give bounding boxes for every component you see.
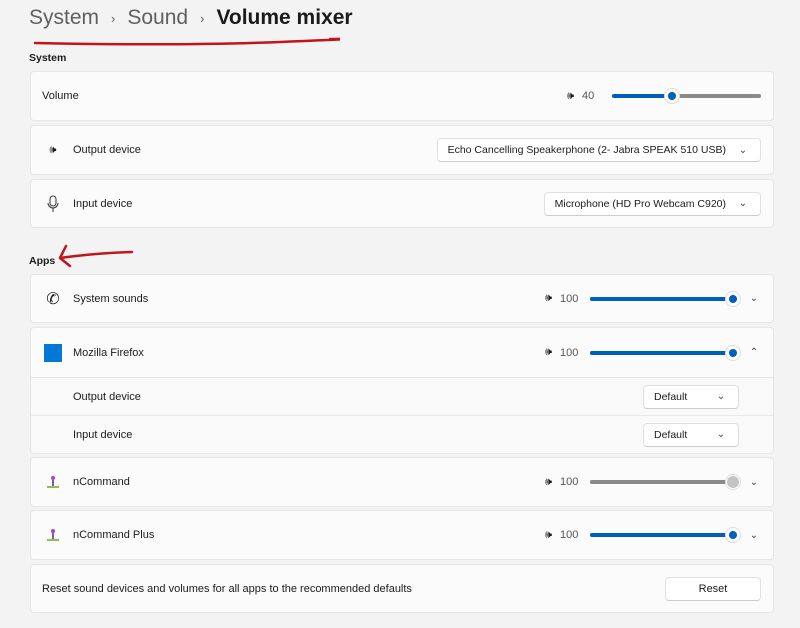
section-system: System xyxy=(29,52,67,64)
app-volume-value: 100 xyxy=(560,346,579,359)
chevron-down-icon[interactable]: ⌄ xyxy=(749,293,759,304)
chevron-right-icon: › xyxy=(111,10,116,26)
phone-icon: ✆ xyxy=(46,290,60,308)
input-device-label: Input device xyxy=(73,197,133,210)
speaker-icon[interactable]: 🕪 xyxy=(545,346,552,358)
microphone-icon xyxy=(43,194,63,214)
app-volume-slider[interactable] xyxy=(590,527,741,543)
firefox-output-value: Default xyxy=(654,390,688,403)
chevron-up-icon[interactable]: ⌃ xyxy=(749,347,759,358)
app-row-system-sounds[interactable]: ✆ System sounds 🕪 100 ⌄ xyxy=(30,274,774,323)
reset-button[interactable]: Reset xyxy=(665,576,761,601)
firefox-input-label: Input device xyxy=(73,428,133,441)
chevron-right-icon: › xyxy=(200,10,205,26)
firefox-output-dropdown[interactable]: Default ⌄ xyxy=(643,384,739,409)
chevron-down-icon: ⌄ xyxy=(716,429,726,440)
speaker-icon: 🕪 xyxy=(49,143,57,156)
volume-value: 40 xyxy=(582,90,595,102)
section-apps: Apps xyxy=(29,255,56,267)
app-row-firefox[interactable]: Mozilla Firefox 🕪 100 ⌃ xyxy=(30,327,774,378)
input-device-dropdown[interactable]: Microphone (HD Pro Webcam C920) ⌄ xyxy=(543,191,761,216)
app-row-ncommand-plus[interactable]: nCommand Plus 🕪 100 ⌄ xyxy=(30,510,774,560)
chevron-down-icon: ⌄ xyxy=(738,198,748,209)
breadcrumb: System › Sound › Volume mixer xyxy=(29,6,353,30)
volume-slider[interactable] xyxy=(612,88,761,104)
app-name: nCommand xyxy=(73,476,130,488)
firefox-app-icon xyxy=(43,343,63,363)
firefox-input-value: Default xyxy=(654,428,688,441)
app-name: nCommand Plus xyxy=(73,529,155,541)
app-volume-slider-disabled xyxy=(590,474,741,490)
firefox-input-row: Input device Default ⌄ xyxy=(30,416,774,454)
app-name: Mozilla Firefox xyxy=(73,346,144,359)
speaker-icon[interactable]: 🕪 xyxy=(545,528,552,541)
firefox-output-label: Output device xyxy=(73,390,141,403)
output-device-dropdown[interactable]: Echo Cancelling Speakerphone (2- Jabra S… xyxy=(436,138,761,162)
speaker-icon[interactable]: 🕪 xyxy=(567,89,574,102)
app-volume-slider[interactable] xyxy=(590,290,741,307)
chevron-down-icon: ⌄ xyxy=(716,391,726,402)
app-volume-value: 100 xyxy=(560,292,579,305)
input-device-value: Microphone (HD Pro Webcam C920) xyxy=(554,197,726,210)
firefox-output-row: Output device Default ⌄ xyxy=(30,378,774,416)
breadcrumb-system[interactable]: System xyxy=(29,6,100,29)
chevron-down-icon[interactable]: ⌄ xyxy=(749,476,759,488)
volume-card: Volume 🕪 40 xyxy=(30,71,774,121)
ncommand-app-icon xyxy=(43,525,63,545)
output-device-card: 🕪 Output device Echo Cancelling Speakerp… xyxy=(30,125,774,175)
breadcrumb-sound[interactable]: Sound xyxy=(127,6,189,29)
app-volume-value: 100 xyxy=(560,476,579,488)
reset-card: Reset sound devices and volumes for all … xyxy=(30,564,774,613)
chevron-down-icon: ⌄ xyxy=(738,144,748,156)
reset-description: Reset sound devices and volumes for all … xyxy=(42,582,412,595)
firefox-input-dropdown[interactable]: Default ⌄ xyxy=(643,422,739,447)
input-device-card: Input device Microphone (HD Pro Webcam C… xyxy=(30,179,774,228)
output-device-label: Output device xyxy=(73,144,141,156)
red-arrow-annotation xyxy=(58,244,134,268)
speaker-icon[interactable]: 🕪 xyxy=(545,475,552,488)
ncommand-app-icon xyxy=(43,472,63,492)
volume-label: Volume xyxy=(42,90,79,102)
output-device-value: Echo Cancelling Speakerphone (2- Jabra S… xyxy=(447,144,726,156)
chevron-down-icon[interactable]: ⌄ xyxy=(749,529,759,541)
app-volume-slider[interactable] xyxy=(590,344,741,361)
app-volume-value: 100 xyxy=(560,529,579,541)
app-name: System sounds xyxy=(73,292,149,305)
speaker-icon[interactable]: 🕪 xyxy=(545,292,552,304)
app-row-ncommand[interactable]: nCommand 🕪 100 ⌄ xyxy=(30,457,774,507)
red-underline-annotation xyxy=(33,37,340,46)
page-title: Volume mixer xyxy=(216,6,353,29)
